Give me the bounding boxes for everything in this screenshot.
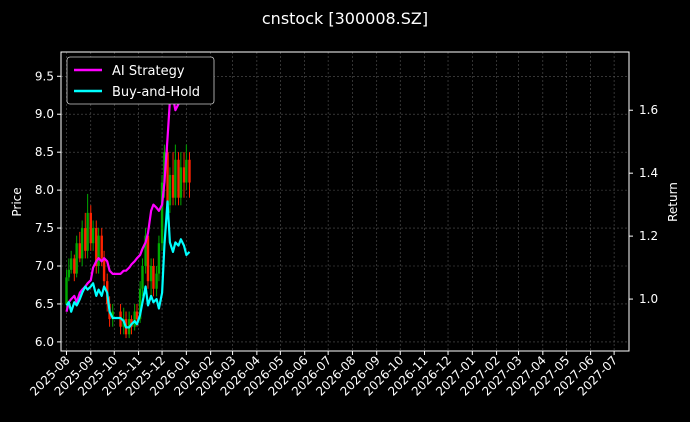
candle-body [89,212,92,244]
series-lines [65,59,191,329]
y-tick-label: 7.0 [35,259,54,273]
candle-body [84,228,87,251]
candle-body [102,258,106,282]
legend-ai-label: AI Strategy [112,64,185,79]
candle-body [86,212,89,251]
left-axis-ticks: 6.0 6.5 7.0 7.5 8.0 8.5 9.0 9.5 [35,69,61,349]
candle-body [111,311,114,320]
candle-body [144,235,147,267]
y-tick-label: 6.5 [35,297,54,311]
y2-axis-label: Return [666,182,680,222]
candle-body [160,182,164,244]
candle-body [138,288,142,320]
candle-body [155,273,158,289]
candle-body [95,228,98,267]
candle-body [135,311,139,320]
candle-body [78,243,82,259]
y-axis-label: Price [10,187,24,216]
plot-frame [60,51,630,352]
candle-body [100,235,103,259]
legend-bh-label: Buy-and-Hold [112,85,200,100]
y-tick-label: 8.5 [35,145,54,159]
candle-body [179,167,183,198]
y-tick-label: 9.0 [35,107,54,121]
legend-box [66,56,215,105]
candle-body [188,159,191,183]
candle-body [157,243,161,274]
y-tick-label: 9.5 [35,69,54,83]
candle-body [75,243,78,274]
chart-title: cnstock [300008.SZ] [262,9,428,28]
candle-body [133,311,136,327]
y-tick-label: 7.5 [35,221,54,235]
candle-body [185,159,188,183]
candle-body [152,266,155,289]
candle-body [73,258,76,274]
candle-body [149,266,153,282]
candle-body [168,174,172,206]
candle-body [182,167,186,183]
candle-body [91,228,95,244]
right-axis-ticks: 1.0 1.2 1.4 1.6 [629,103,658,306]
candle-body [80,228,84,259]
candle-body [177,159,180,198]
y2-tick-label: 1.0 [639,292,658,306]
y2-tick-label: 1.2 [639,229,658,243]
candle-body [141,266,144,289]
candle-body [174,159,177,198]
y2-tick-label: 1.6 [639,103,658,117]
y-tick-label: 8.0 [35,183,54,197]
candle-body [171,174,175,198]
buy-and-hold-line [65,200,191,329]
candle-body [166,152,169,206]
legend: AI Strategy Buy-and-Hold [66,56,215,105]
candle-body [69,258,73,270]
candle-body [146,235,150,282]
candle-body [67,269,71,278]
candle-body [65,277,68,304]
candle-body [97,235,100,267]
y-tick-label: 6.0 [35,335,54,349]
y2-tick-label: 1.4 [639,166,658,180]
